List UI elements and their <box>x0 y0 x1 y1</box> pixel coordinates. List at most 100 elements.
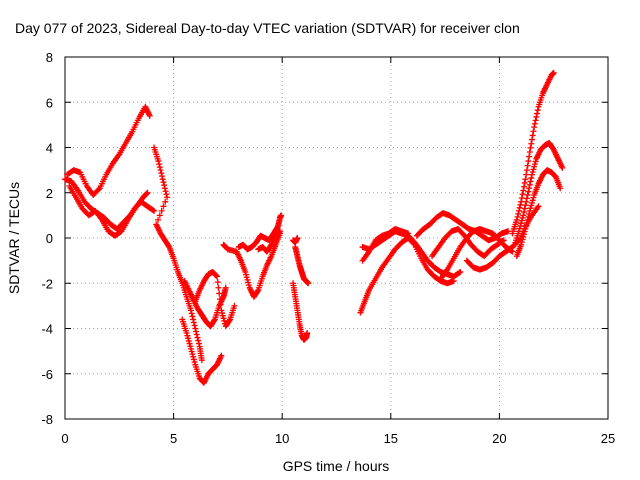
data-point <box>198 357 205 364</box>
data-point <box>516 204 523 211</box>
data-point <box>521 205 528 212</box>
data-point <box>187 307 194 314</box>
data-point <box>456 269 463 276</box>
data-point <box>550 69 557 76</box>
data-point <box>522 202 529 209</box>
data-point <box>527 178 534 185</box>
x-tick-label: 15 <box>384 431 398 446</box>
y-tick-label: 6 <box>46 95 53 110</box>
series-arc-j <box>255 228 284 255</box>
x-tick-label: 20 <box>492 431 506 446</box>
data-point <box>190 316 197 323</box>
data-point <box>191 322 198 329</box>
data-point <box>164 194 171 201</box>
data-point <box>559 164 566 171</box>
data-point <box>522 225 529 232</box>
data-point <box>457 268 464 275</box>
data-point <box>156 161 163 168</box>
data-point <box>523 219 530 226</box>
data-point <box>162 198 169 205</box>
y-tick-label: -4 <box>41 322 53 337</box>
data-point <box>157 167 164 174</box>
data-point <box>531 124 538 131</box>
data-point <box>161 185 168 192</box>
data-point <box>159 173 166 180</box>
data-point <box>254 288 261 295</box>
data-point <box>517 201 524 208</box>
data-point <box>521 208 528 215</box>
data-point <box>523 198 530 205</box>
data-point <box>162 188 169 195</box>
x-axis-label: GPS time / hours <box>283 458 390 474</box>
data-point <box>144 189 151 196</box>
data-point <box>190 319 197 326</box>
data-point <box>160 179 167 186</box>
data-point <box>193 328 200 335</box>
data-point <box>523 222 530 229</box>
series-arc-v <box>511 139 566 248</box>
data-point <box>143 190 150 197</box>
data-point <box>211 317 218 324</box>
data-point <box>557 185 564 192</box>
series-arc-k <box>290 280 311 343</box>
data-point <box>218 352 225 359</box>
data-point <box>149 207 156 214</box>
data-point <box>160 203 167 210</box>
x-tick-label: 5 <box>170 431 177 446</box>
data-point <box>535 203 542 210</box>
data-point <box>526 185 533 192</box>
data-point <box>161 182 168 189</box>
data-point <box>214 279 221 286</box>
data-point <box>165 242 172 249</box>
data-point <box>193 331 200 338</box>
data-point <box>525 188 532 195</box>
data-point <box>155 158 162 165</box>
data-point <box>222 284 229 291</box>
data-point <box>514 213 521 220</box>
data-point <box>217 301 224 308</box>
data-point <box>524 216 531 223</box>
y-tick-label: -6 <box>41 367 53 382</box>
data-point <box>226 317 233 324</box>
data-point <box>525 158 532 165</box>
data-point <box>277 228 284 235</box>
data-point <box>294 235 301 241</box>
data-point <box>188 310 195 317</box>
x-tick-label: 0 <box>61 431 68 446</box>
series-arc-w <box>513 167 564 260</box>
data-point <box>151 207 158 214</box>
data-point <box>158 170 165 177</box>
y-axis-label: SDTVAR / TECUs <box>6 182 22 294</box>
data-point <box>526 153 533 160</box>
data-point <box>515 210 522 217</box>
data-point <box>520 187 527 194</box>
data-point <box>533 113 540 120</box>
data-point <box>528 175 535 182</box>
data-point <box>527 144 534 151</box>
data-point <box>189 313 196 320</box>
data-point <box>192 325 199 332</box>
data-point <box>216 290 223 297</box>
y-tick-label: 4 <box>46 141 53 156</box>
x-tick-label: 25 <box>601 431 615 446</box>
series-arc-g <box>192 268 238 330</box>
data-point <box>529 132 536 139</box>
data-point <box>524 192 531 199</box>
data-point <box>305 280 312 287</box>
data-point <box>278 212 285 219</box>
y-tick-label: -2 <box>41 276 53 291</box>
data-point <box>524 162 531 169</box>
data-point <box>505 228 512 235</box>
data-point <box>528 136 535 143</box>
data-point <box>526 149 533 156</box>
data-point <box>276 228 283 235</box>
axis-ticks: 0 5 10 15 20 25 -8 -6 -4 -2 0 2 4 6 8 <box>41 50 615 446</box>
series-arc-m <box>290 235 301 246</box>
data-point <box>526 181 533 188</box>
data-point <box>215 284 222 291</box>
data-point <box>530 128 537 135</box>
data-point <box>521 179 528 186</box>
data-point <box>515 207 522 214</box>
data-point <box>216 296 223 303</box>
x-tick-label: 10 <box>275 431 289 446</box>
